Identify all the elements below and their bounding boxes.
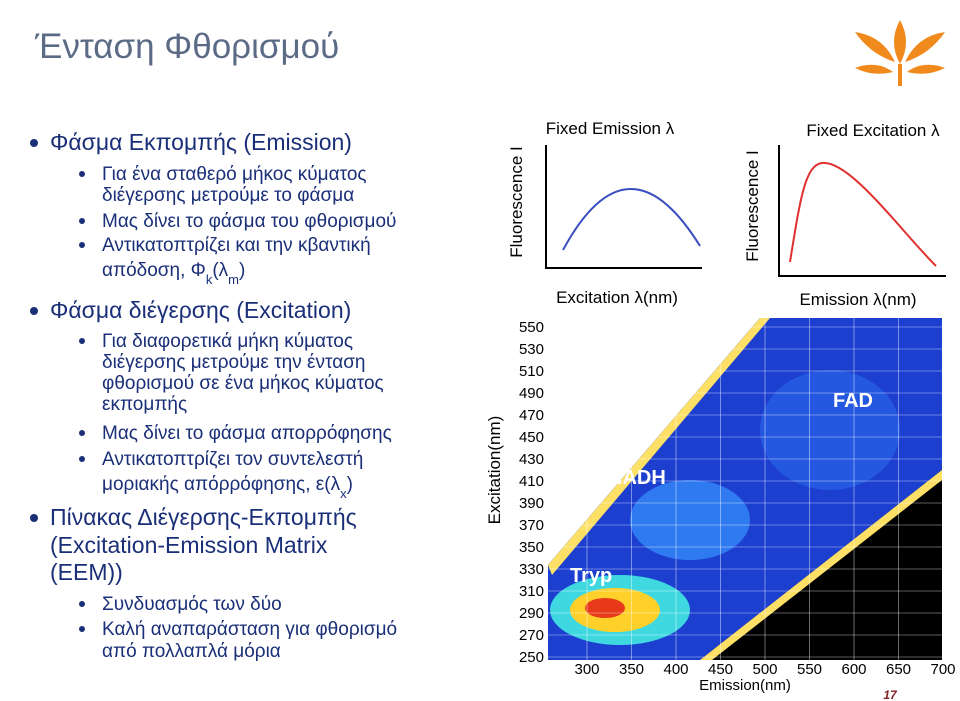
text-run: ) [347, 474, 353, 495]
bullet-line: (EEM)) [50, 559, 123, 585]
bullet-line: απόδοση, Φk(λm) [102, 260, 245, 287]
bullet-line: Για ένα σταθερό μήκος κύματος [102, 164, 367, 185]
x-tick-label: 700 [930, 661, 955, 678]
bullet-line: Αντικατοπτρίζει τον συντελεστή [102, 449, 363, 470]
y-tick-label: 330 [519, 561, 544, 578]
sub-bullet-dot [79, 218, 85, 224]
y-tick-label: 350 [519, 539, 544, 556]
y-tick-label: 450 [519, 429, 544, 446]
annotation: NADH [608, 467, 666, 489]
y-tick-label: 250 [519, 649, 544, 666]
sub-bullet-dot [79, 171, 85, 177]
eem-background [548, 318, 942, 660]
bullet-line: μοριακής απόρρόφησης, ε(λx) [102, 474, 353, 501]
mini-plot-axes [545, 145, 946, 277]
bullet-line: Φάσμα διέγερσης (Excitation) [50, 297, 351, 323]
bullet-line: από πολλαπλά μόρια [102, 641, 281, 662]
subscript: m [228, 272, 239, 287]
annotation: Tryp [570, 565, 612, 587]
subscript: x [340, 486, 347, 501]
text-run: απόδοση, Φ [102, 260, 206, 281]
bullet-line: Για διαφορετικά μήκη κύματος [102, 331, 353, 352]
plot-title: Fixed Emission λ [546, 119, 675, 138]
logo [855, 20, 945, 86]
y-tick-label: 270 [519, 627, 544, 644]
bullet-line: διέγερσης μετρούμε το φάσμα [102, 185, 354, 206]
subscript: k [206, 272, 213, 287]
x-tick-label: 550 [797, 661, 822, 678]
y-tick-label: 470 [519, 407, 544, 424]
y-tick-label: 510 [519, 363, 544, 380]
y-tick-label: 490 [519, 385, 544, 402]
bullet-line: εκπομπής [102, 394, 187, 415]
x-tick-label: 500 [752, 661, 777, 678]
bullet-line: Φάσμα Εκπομπής (Emission) [50, 129, 352, 155]
y-tick-label: 530 [519, 341, 544, 358]
sub-bullet-dot [79, 430, 85, 436]
spectrum-curve [789, 161, 937, 267]
x-axis-label: Emission λ(nm) [799, 290, 916, 309]
x-tick-label: 300 [574, 661, 599, 678]
plot-title: Fixed Excitation λ [806, 121, 940, 140]
y-tick-label: 430 [519, 451, 544, 468]
x-tick-label: 600 [841, 661, 866, 678]
page-number: 17 [883, 688, 898, 701]
bullet-line: διέγερσης μετρούμε την ένταση [102, 352, 366, 373]
bullet-dot [30, 514, 38, 522]
x-tick-label: 650 [886, 661, 911, 678]
bullet-line: Συνδυασμός των δύο [102, 594, 282, 615]
bullet-line: Μας δίνει το φάσμα του φθορισμού [102, 211, 396, 232]
annotation: FAD [833, 390, 873, 412]
bullet-dot [30, 307, 38, 315]
bullet-dot [30, 139, 38, 147]
y-tick-label: 310 [519, 583, 544, 600]
x-tick-label: 450 [708, 661, 733, 678]
spectrum-curve [562, 188, 701, 251]
bullet-line: Καλή αναπαράσταση για φθορισμό [102, 619, 397, 640]
x-axis-label: Emission(nm) [699, 677, 791, 694]
y-axis-label: Excitation(nm) [485, 416, 504, 525]
bullet-line: φθορισμού σε ένα μήκος κύματος [102, 373, 384, 394]
x-axis-label: Excitation λ(nm) [556, 288, 678, 307]
sub-bullet-dot [79, 338, 85, 344]
y-tick-label: 290 [519, 605, 544, 622]
bullet-line: Μας δίνει το φάσμα απορρόφησης [102, 423, 392, 444]
x-tick-label: 400 [663, 661, 688, 678]
y-axis-label: Fluorescence I [507, 146, 526, 258]
y-axis-label: Fluorescence I [743, 150, 762, 262]
sub-bullet-dot [79, 242, 85, 248]
sub-bullet-dot [79, 601, 85, 607]
x-tick-label: 350 [619, 661, 644, 678]
text-run: μοριακής απόρρόφησης, ε(λ [102, 474, 341, 495]
sub-bullet-dot [79, 626, 85, 632]
y-tick-label: 370 [519, 517, 544, 534]
bullet-line: Αντικατοπτρίζει και την κβαντική [102, 235, 371, 256]
slide-title: Ένταση Φθορισμού [34, 27, 339, 66]
y-tick-label: 550 [519, 319, 544, 336]
bullet-line: Πίνακας Διέγερσης-Εκπομπής [50, 504, 357, 530]
y-tick-label: 390 [519, 495, 544, 512]
text-run: ) [239, 260, 245, 281]
bullet-line: (Excitation-Emission Matrix [50, 532, 328, 558]
sub-bullet-dot [79, 456, 85, 462]
y-tick-label: 410 [519, 473, 544, 490]
text-run: (λ [212, 260, 228, 281]
